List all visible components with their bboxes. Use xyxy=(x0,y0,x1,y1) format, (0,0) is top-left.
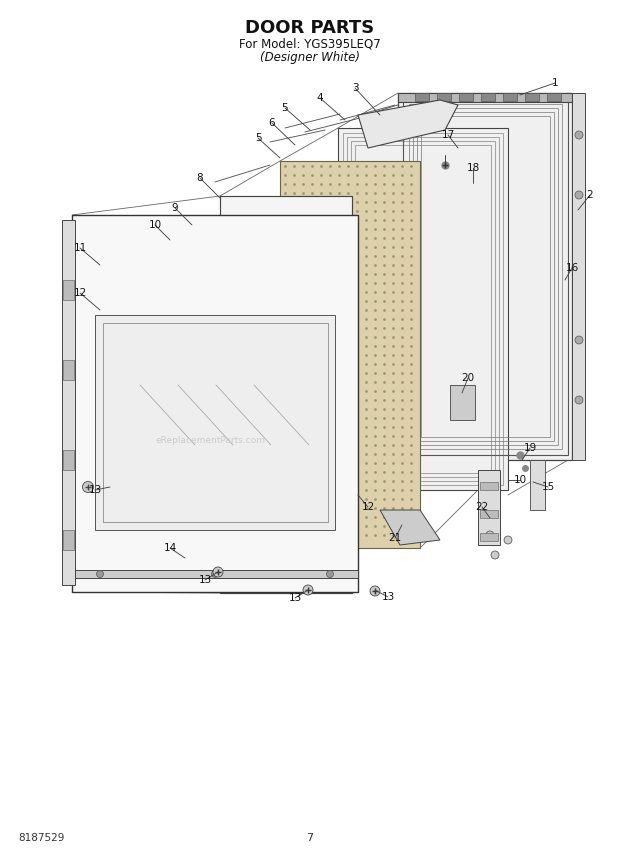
Polygon shape xyxy=(280,161,420,548)
Text: 16: 16 xyxy=(565,263,578,273)
Polygon shape xyxy=(480,533,498,541)
Polygon shape xyxy=(480,482,498,490)
Text: eReplacementParts.com: eReplacementParts.com xyxy=(155,436,265,444)
Text: 18: 18 xyxy=(466,163,480,173)
Text: 13: 13 xyxy=(89,485,102,495)
Text: 7: 7 xyxy=(306,833,314,843)
Text: 9: 9 xyxy=(172,203,179,213)
Polygon shape xyxy=(62,220,75,585)
Text: 3: 3 xyxy=(352,83,358,93)
Text: DOOR PARTS: DOOR PARTS xyxy=(246,19,374,37)
Text: 8: 8 xyxy=(197,173,203,183)
Circle shape xyxy=(213,567,223,577)
Polygon shape xyxy=(437,93,451,101)
Polygon shape xyxy=(338,128,508,490)
Polygon shape xyxy=(63,530,74,550)
Polygon shape xyxy=(415,93,429,101)
Circle shape xyxy=(370,586,380,596)
Circle shape xyxy=(575,131,583,139)
Polygon shape xyxy=(572,93,585,460)
Polygon shape xyxy=(398,93,572,460)
Text: 20: 20 xyxy=(461,373,474,383)
Text: 13: 13 xyxy=(381,592,394,602)
Text: 11: 11 xyxy=(73,243,87,253)
Polygon shape xyxy=(63,280,74,300)
Circle shape xyxy=(97,570,104,578)
Text: 5: 5 xyxy=(255,133,261,143)
Polygon shape xyxy=(459,93,473,101)
Polygon shape xyxy=(547,93,561,101)
Text: 1: 1 xyxy=(552,78,559,88)
Text: 10: 10 xyxy=(148,220,162,230)
Text: 6: 6 xyxy=(268,118,275,128)
Polygon shape xyxy=(358,100,458,148)
Polygon shape xyxy=(481,93,495,101)
Circle shape xyxy=(211,570,218,578)
Text: 15: 15 xyxy=(541,482,555,492)
Polygon shape xyxy=(240,246,337,553)
Text: 4: 4 xyxy=(317,93,323,103)
Text: 14: 14 xyxy=(164,543,177,553)
Text: 19: 19 xyxy=(523,443,537,453)
Polygon shape xyxy=(380,510,440,545)
Circle shape xyxy=(303,585,313,595)
Polygon shape xyxy=(530,460,545,510)
Polygon shape xyxy=(480,510,498,518)
Text: 13: 13 xyxy=(288,593,301,603)
Text: 22: 22 xyxy=(476,502,489,512)
Text: 13: 13 xyxy=(198,575,211,585)
Circle shape xyxy=(486,531,494,539)
Polygon shape xyxy=(95,315,335,530)
Text: 12: 12 xyxy=(361,502,374,512)
Circle shape xyxy=(504,536,512,544)
Polygon shape xyxy=(220,196,352,593)
Polygon shape xyxy=(478,470,500,545)
Text: 12: 12 xyxy=(73,288,87,298)
Text: 10: 10 xyxy=(513,475,526,485)
Polygon shape xyxy=(398,93,572,102)
Text: 5: 5 xyxy=(281,103,288,113)
Polygon shape xyxy=(503,93,517,101)
Polygon shape xyxy=(72,215,358,592)
Circle shape xyxy=(575,396,583,404)
Circle shape xyxy=(327,570,334,578)
Text: 2: 2 xyxy=(587,190,593,200)
Text: 21: 21 xyxy=(388,533,402,543)
Polygon shape xyxy=(525,93,539,101)
Polygon shape xyxy=(450,385,475,420)
Polygon shape xyxy=(63,360,74,380)
Circle shape xyxy=(491,551,499,559)
Text: For Model: YGS395LEQ7: For Model: YGS395LEQ7 xyxy=(239,38,381,51)
Circle shape xyxy=(575,191,583,199)
Text: 8187529: 8187529 xyxy=(18,833,64,843)
Text: (Designer White): (Designer White) xyxy=(260,51,360,63)
Circle shape xyxy=(575,336,583,344)
Text: 17: 17 xyxy=(441,130,454,140)
Circle shape xyxy=(82,482,94,492)
Polygon shape xyxy=(63,450,74,470)
Polygon shape xyxy=(72,570,358,578)
